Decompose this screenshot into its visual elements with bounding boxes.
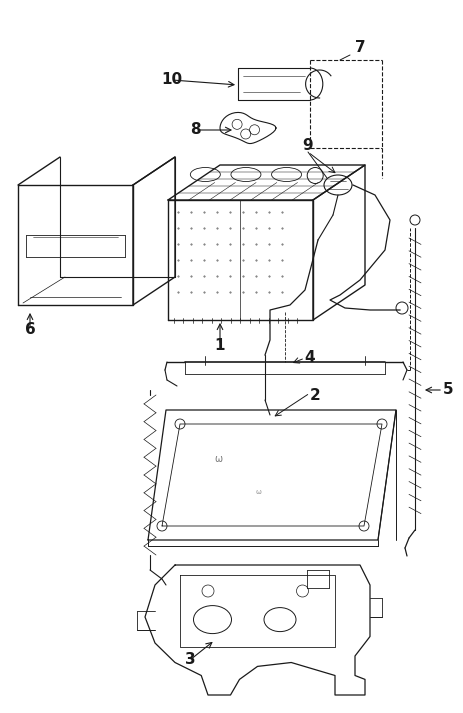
Text: 2: 2 [309, 387, 319, 403]
Text: 6: 6 [25, 322, 35, 337]
Text: 8: 8 [189, 123, 200, 138]
Text: 4: 4 [304, 351, 315, 366]
Text: 3: 3 [184, 652, 195, 667]
Text: 7: 7 [354, 41, 364, 56]
Text: ω: ω [255, 490, 260, 496]
Text: 9: 9 [302, 138, 313, 153]
Text: 5: 5 [442, 382, 453, 398]
Text: 10: 10 [161, 73, 182, 88]
Text: 1: 1 [214, 337, 225, 352]
Text: ω: ω [213, 454, 222, 464]
